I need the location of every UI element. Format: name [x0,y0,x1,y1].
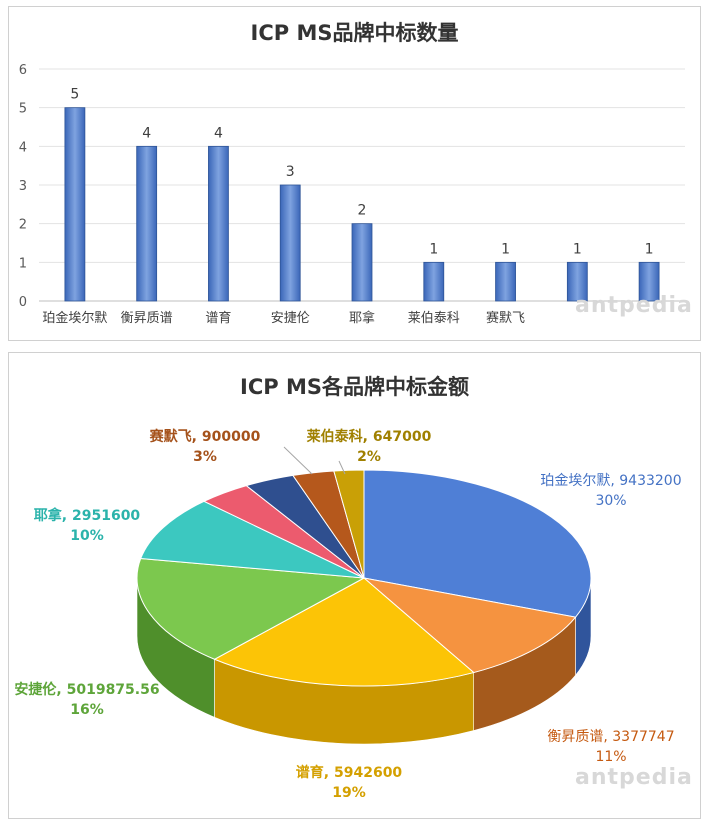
pie-chart: 珀金埃尔默, 9433200 30% 衡昇质谱, 3377747 11% 谱育, 594… [14,428,681,801]
pie-label: 安捷伦, 5019875.56 [14,681,159,698]
pie-label-percent: 3% [193,449,217,465]
y-tick-label: 5 [19,102,27,117]
bar-chart-title: ICP MS品牌中标数量 [250,21,459,45]
bar-value-label: 1 [573,241,582,257]
y-tick-label: 2 [19,218,27,233]
x-category-label: 珀金埃尔默 [42,310,107,326]
pie-label: 莱伯泰科, 647000 [307,428,432,445]
bar-chart-panel: ICP MS品牌中标数量 0 1 2 3 4 5 6 5 珀金埃尔默 4 衡昇质谱 4 谱育 3 安捷伦 2 耶… [8,6,701,341]
x-category-label: 安捷伦 [271,311,310,326]
bar-value-label: 4 [142,125,151,141]
bar [351,223,373,302]
bar-value-label: 1 [501,241,510,257]
bar-value-label: 4 [214,125,223,141]
pie-label: 耶拿, 2951600 [34,507,141,524]
watermark-text: antpedia [575,293,693,318]
pie-label: 珀金埃尔默, 9433200 [540,473,681,489]
y-tick-label: 6 [19,63,27,78]
x-category-label: 莱伯泰科 [408,311,460,326]
bar-value-label: 3 [286,164,295,180]
x-category-label: 耶拿 [349,310,375,326]
pie-slice [362,577,577,674]
bar [136,145,158,302]
x-category-label: 谱育 [205,310,231,326]
pie-label: 赛默飞, 900000 [149,428,261,445]
pie-label-percent: 10% [70,528,104,544]
bar-value-label: 5 [70,87,79,103]
x-category-label: 赛默飞 [486,310,525,326]
pie-labels: 珀金埃尔默, 9433200 30% 衡昇质谱, 3377747 11% 谱育, 594… [14,428,681,801]
bar [423,261,445,302]
bar-chart: 0 1 2 3 4 5 6 5 珀金埃尔默 4 衡昇质谱 4 谱育 3 安捷伦 2 耶拿 1 莱伯泰科 1 赛默飞 1 1 [19,63,685,326]
bar-value-label: 2 [358,203,367,219]
pie-side-walls [136,577,592,745]
pie-label-percent: 30% [595,493,626,509]
pie-slice [363,469,592,618]
pie-slice [213,577,475,687]
pie-chart-panel: ICP MS各品牌中标金额 珀金埃尔默, 9433200 30% 衡昇质谱, 337… [8,352,701,819]
bar [208,145,229,302]
pie-slice [136,557,366,660]
pie-label-percent: 2% [357,449,381,465]
leader-line [283,446,313,475]
pie-label: 衡昇质谱, 3377747 [547,729,674,745]
watermark-text-2: antpedia [575,765,693,790]
pie-label-percent: 19% [332,785,366,801]
pie-slice [333,469,365,579]
x-category-label: 衡昇质谱 [121,311,173,326]
pie-top-faces [136,469,592,687]
pie-label-percent: 16% [70,702,104,718]
y-tick-label: 0 [19,295,27,310]
y-tick-label: 3 [19,179,27,194]
pie-label-percent: 11% [595,749,626,765]
bar [279,184,301,302]
bar [495,261,516,302]
bar-value-label: 1 [429,241,438,257]
bar [638,261,660,302]
y-tick-label: 1 [19,256,27,271]
bar [64,107,86,302]
bar [566,261,588,302]
pie-slice [140,500,365,579]
pie-chart-title: ICP MS各品牌中标金额 [240,375,469,399]
y-tick-label: 4 [19,140,27,155]
bar-value-label: 1 [645,241,654,257]
leader-line [338,460,346,475]
pie-label: 谱育, 5942600 [296,764,403,781]
